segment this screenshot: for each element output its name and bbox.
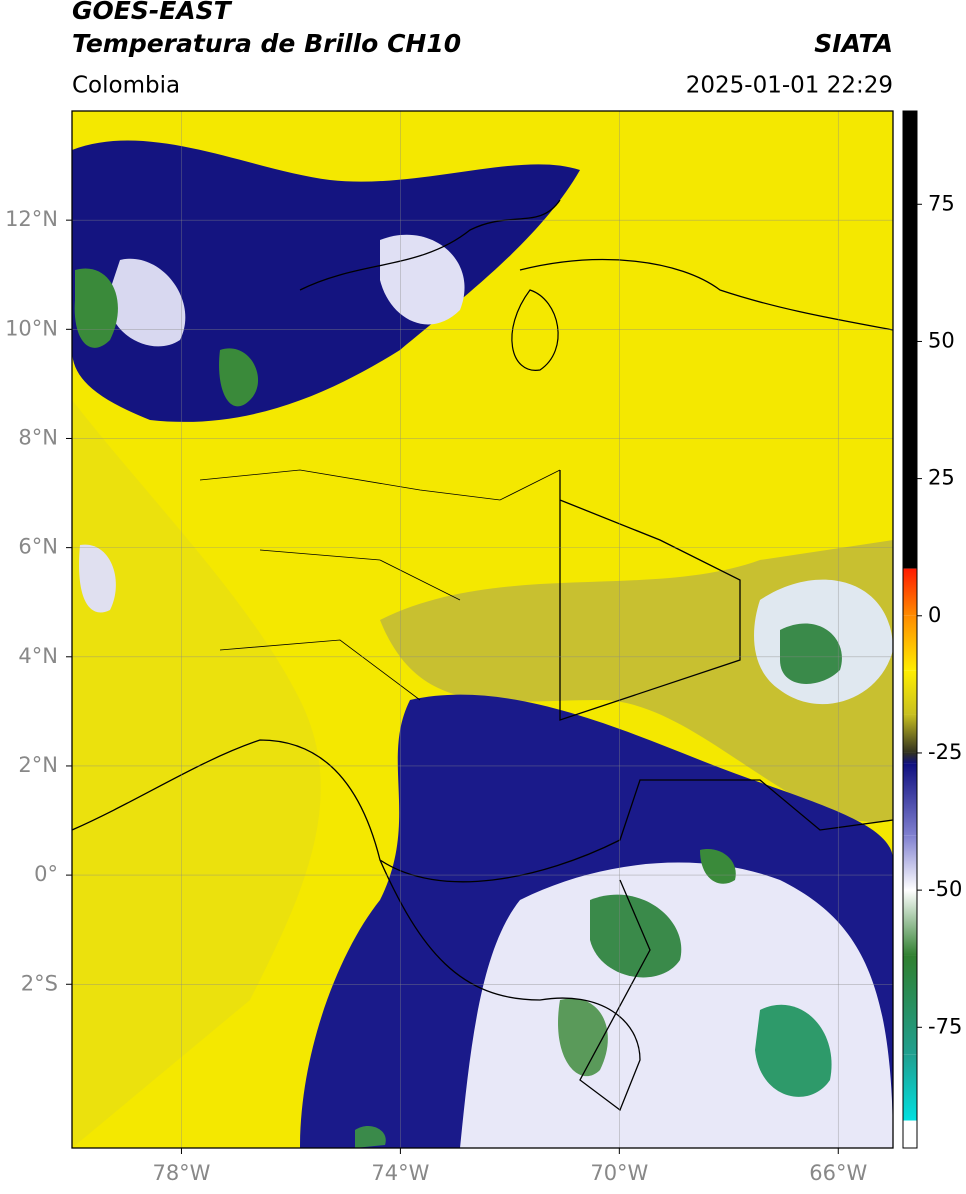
cloud — [780, 623, 842, 684]
colorbar-segment — [903, 835, 917, 891]
colorbar-segment — [903, 955, 917, 1055]
y-tick-label: 2°S — [21, 971, 58, 995]
y-tick-label: 6°N — [18, 535, 58, 559]
y-tick-label: 4°N — [18, 644, 58, 668]
colorbar-segment — [903, 670, 917, 715]
cloud — [74, 268, 118, 348]
colorbar-segment — [903, 1120, 917, 1148]
border — [379, 859, 651, 1112]
cloud — [355, 1125, 386, 1148]
colorbar-frame — [902, 110, 918, 1149]
subtitle: Temperatura de Brillo CH10 — [72, 29, 461, 58]
map-frame — [71, 110, 894, 1149]
cloud — [79, 544, 116, 613]
colorbar-segment — [903, 752, 917, 764]
y-tick-label: 0° — [34, 862, 58, 886]
cloud — [380, 234, 465, 325]
colorbar-tick-label: 25 — [928, 466, 955, 490]
colorbar-segment — [903, 714, 917, 753]
colorbar-tick-label: -25 — [928, 740, 962, 764]
y-tick-label: 2°N — [18, 753, 58, 777]
colorbar-tick-label: -50 — [928, 877, 962, 901]
timestamp: 2025-01-01 22:29 — [686, 73, 893, 99]
cloud — [72, 140, 580, 422]
cloud — [108, 258, 186, 347]
cloud — [755, 1004, 832, 1097]
coastline — [299, 199, 893, 721]
cloud — [558, 998, 608, 1077]
satellite-image — [72, 111, 893, 1148]
x-tick-label: 66°W — [809, 1161, 867, 1185]
region: Colombia — [72, 73, 180, 99]
colorbar-segment — [903, 890, 917, 956]
colorbar-tick-label: 0 — [928, 603, 941, 627]
y-tick-label: 12°N — [5, 207, 58, 231]
title: GOES-EAST — [72, 0, 233, 25]
colorbar — [903, 111, 917, 1148]
colorbar-segment — [903, 1054, 917, 1121]
x-tick-label: 74°W — [371, 1161, 429, 1185]
department-border — [199, 469, 561, 701]
y-tick-label: 10°N — [5, 316, 58, 340]
lake — [511, 289, 559, 371]
x-tick-label: 78°W — [152, 1161, 210, 1185]
colorbar-tick-label: 50 — [928, 328, 955, 352]
source: SIATA — [814, 29, 893, 58]
y-tick-label: 8°N — [18, 425, 58, 449]
cloud — [219, 348, 259, 407]
colorbar-tick-label: 75 — [928, 191, 955, 215]
colorbar-segment — [903, 763, 917, 836]
colorbar-segment — [903, 615, 917, 671]
colorbar-segment — [903, 568, 917, 616]
colorbar-tick-label: -75 — [928, 1014, 962, 1038]
cloud — [590, 894, 682, 978]
x-tick-label: 70°W — [590, 1161, 648, 1185]
colorbar-segment — [903, 111, 917, 569]
grid — [72, 111, 893, 1148]
cloud — [72, 400, 321, 1148]
